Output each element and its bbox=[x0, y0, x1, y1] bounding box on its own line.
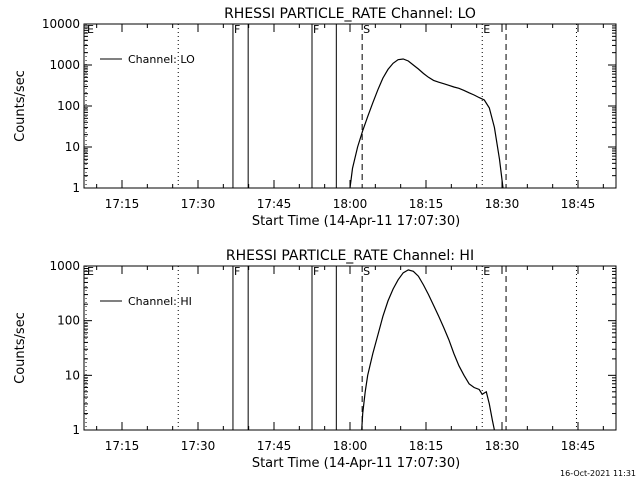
x-tick-label: 18:15 bbox=[409, 197, 444, 211]
x-tick-label: 17:30 bbox=[181, 439, 216, 453]
x-tick-label: 17:15 bbox=[105, 439, 140, 453]
plot-frame bbox=[83, 265, 617, 431]
hi-channel-panel: RHESSI PARTICLE_RATE Channel: HI 1 10 100 10… bbox=[13, 248, 617, 471]
chart-title: RHESSI PARTICLE_RATE Channel: LO bbox=[224, 6, 476, 22]
x-tick-label: 17:15 bbox=[105, 197, 140, 211]
x-tick-label: 18:00 bbox=[333, 197, 368, 211]
y-tick-label: 1000 bbox=[49, 259, 80, 273]
x-tick-label: 18:30 bbox=[485, 439, 520, 453]
x-tick-label: 17:30 bbox=[181, 197, 216, 211]
plot-frame bbox=[83, 23, 617, 189]
footer-timestamp: 16-Oct-2021 11:31 bbox=[560, 469, 636, 478]
event-marker-label: F bbox=[313, 23, 319, 36]
y-tick-label: 100 bbox=[57, 314, 80, 328]
x-tick-label: 18:30 bbox=[485, 197, 520, 211]
event-marker-label: E bbox=[87, 265, 94, 278]
y-tick-label: 1000 bbox=[49, 58, 80, 72]
event-marker-label: S bbox=[363, 265, 370, 278]
y-tick-label: 100 bbox=[57, 99, 80, 113]
chart-title: RHESSI PARTICLE_RATE Channel: HI bbox=[226, 248, 474, 264]
event-marker-label: E bbox=[483, 265, 490, 278]
event-marker-label: E bbox=[87, 23, 94, 36]
x-tick-label: 18:45 bbox=[561, 197, 596, 211]
series-line bbox=[361, 269, 495, 431]
y-tick-label: 10000 bbox=[42, 17, 80, 31]
lo-channel-panel: RHESSI PARTICLE_RATE Channel: LO 1 10 100 10… bbox=[13, 6, 617, 229]
event-marker-label: F bbox=[234, 23, 240, 36]
legend-entry: Channel: LO bbox=[128, 53, 195, 66]
x-axis-label: Start Time (14-Apr-11 17:07:30) bbox=[252, 456, 460, 471]
y-tick-label: 10 bbox=[65, 140, 80, 154]
x-tick-label: 18:15 bbox=[409, 439, 444, 453]
event-marker-label: F bbox=[234, 265, 240, 278]
x-tick-label: 18:00 bbox=[333, 439, 368, 453]
event-marker-label: F bbox=[313, 265, 319, 278]
x-tick-label: 18:45 bbox=[561, 439, 596, 453]
x-tick-label: 17:45 bbox=[257, 197, 292, 211]
y-axis-label: Counts/sec bbox=[13, 312, 28, 384]
legend-entry: Channel: HI bbox=[128, 295, 192, 308]
y-axis-label: Counts/sec bbox=[13, 70, 28, 142]
x-axis-label: Start Time (14-Apr-11 17:07:30) bbox=[252, 214, 460, 229]
y-tick-label: 10 bbox=[65, 368, 80, 382]
y-tick-label: 1 bbox=[72, 181, 80, 195]
series-line bbox=[349, 58, 504, 189]
x-tick-label: 17:45 bbox=[257, 439, 292, 453]
y-tick-label: 1 bbox=[72, 423, 80, 437]
event-marker-label: S bbox=[363, 23, 370, 36]
event-marker-label: E bbox=[483, 23, 490, 36]
